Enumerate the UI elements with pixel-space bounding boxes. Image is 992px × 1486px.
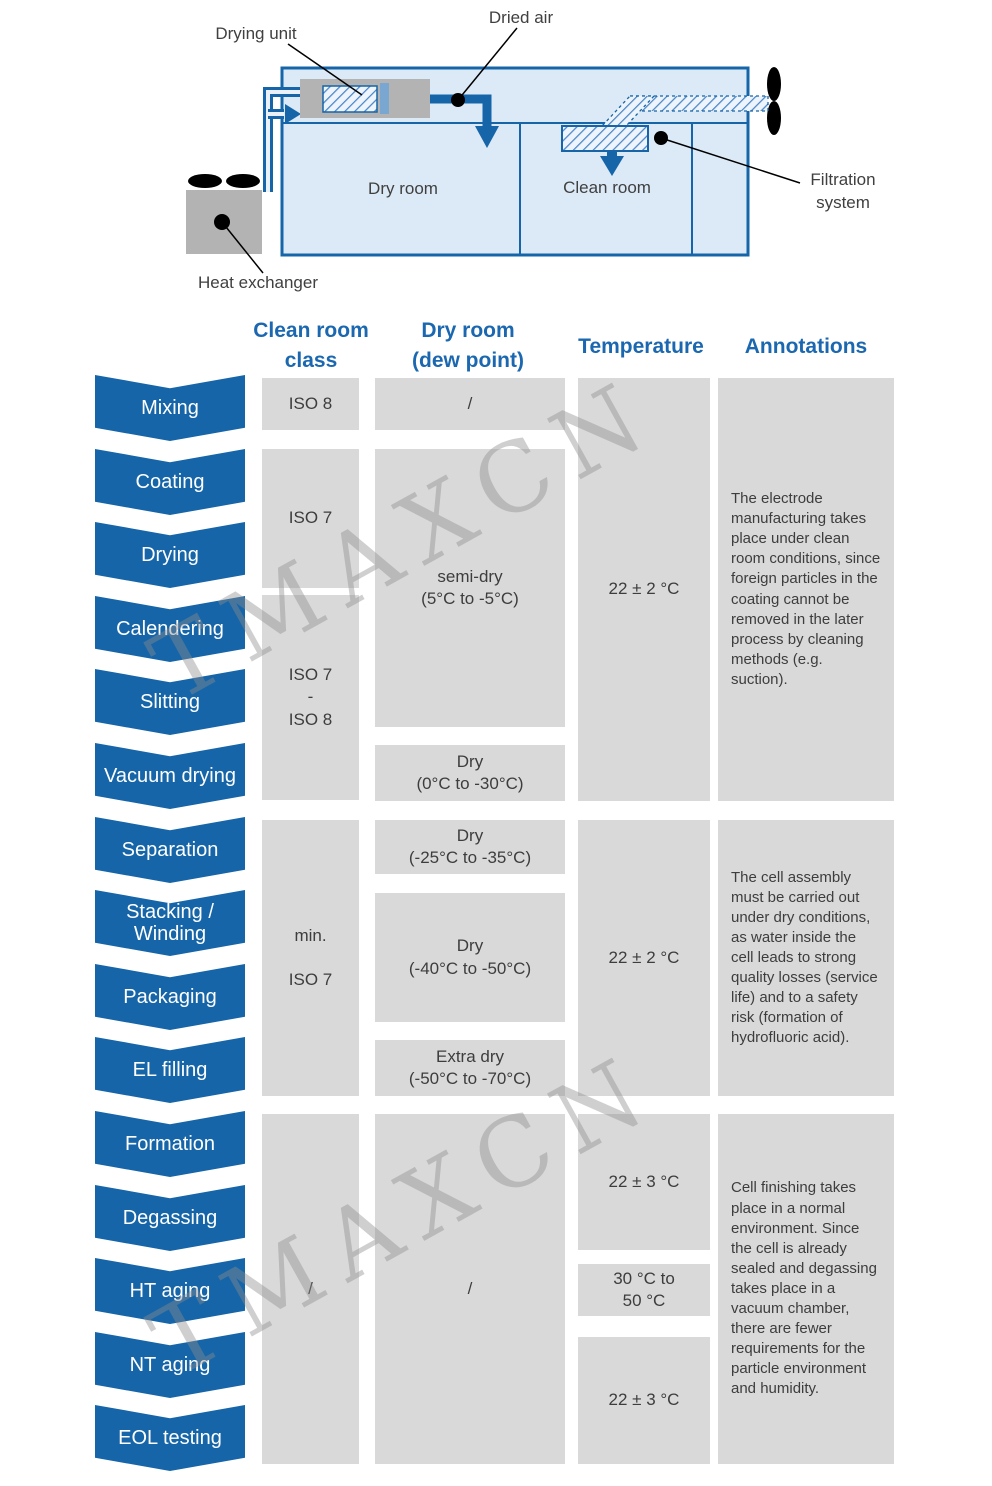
step-label: Formation [124,1133,216,1155]
drying-unit-pointer [287,43,363,96]
step-label: EOL testing [118,1427,222,1449]
dried-air-pointer [457,27,518,101]
cell-temp-formation-degassing: 22 ± 3 °C [578,1114,710,1250]
return-duct [629,95,769,112]
step-nt-aging: NT aging [95,1332,245,1398]
header-clean-room-class: Clean room class [253,319,369,373]
drying-unit-label: Drying unit [215,24,297,43]
cell-dew-separation: Dry (-25°C to -35°C) [375,820,565,874]
cell-dew-el-filling: Extra dry (-50°C to -70°C) [375,1040,565,1096]
hx-fan-right [226,174,260,188]
step-slitting: Slitting [95,669,245,735]
step-label: Degassing [122,1207,218,1229]
cell-dew-mixing: / [375,378,565,430]
annotation-electrode: The electrode manufacturing takes place … [718,378,894,801]
step-stacking-winding: Stacking / Winding [95,890,245,956]
step-label: Mixing [141,397,199,419]
cell-temp-assembly: 22 ± 2 °C [578,820,710,1096]
step-label: NT aging [129,1354,211,1376]
drying-unit-filter [322,85,378,113]
annotation-assembly: The cell assembly must be carried out un… [718,820,894,1096]
step-mixing: Mixing [95,375,245,441]
cell-temp-nt-eol: 22 ± 3 °C [578,1337,710,1464]
dried-air-duct [430,94,492,127]
dry-room-label: Dry room [368,179,438,198]
dried-air-label: Dried air [489,8,554,27]
filtration-air-arrow-icon [600,156,624,176]
step-degassing: Degassing [95,1185,245,1251]
step-calendering: Calendering [95,596,245,662]
filtration-label-line2: system [816,193,870,212]
step-label: HT aging [129,1280,211,1302]
filtration-label-line1: Filtration [810,170,875,189]
step-label: Separation [121,839,219,861]
heat-exchanger-label: Heat exchanger [198,273,318,292]
annotation-finishing: Cell finishing takes place in a normal e… [718,1114,894,1464]
step-drying: Drying [95,522,245,588]
filtration-dot [654,131,668,145]
dried-air-dot [451,93,465,107]
filtration-box [561,125,649,152]
step-formation: Formation [95,1111,245,1177]
cell-clean-room-assembly: min. ISO 7 [262,820,359,1096]
hx-fan-left [188,174,222,188]
step-ht-aging: HT aging [95,1258,245,1324]
cell-dew-vacuum-drying: Dry (0°C to -30°C) [375,745,565,801]
cell-temp-ht-aging: 30 °C to 50 °C [578,1264,710,1316]
drying-unit-handle [380,83,389,114]
heat-exchanger-pointer [221,221,264,274]
filtration-pointer [660,137,801,184]
step-label: Calendering [116,618,224,640]
return-duct-bend [600,95,656,127]
step-label: Drying [141,544,199,566]
supply-pipe-inner [266,90,302,192]
step-label: Slitting [139,691,201,713]
step-el-filling: EL filling [95,1037,245,1103]
step-coating: Coating [95,449,245,515]
cell-dew-semi-dry: semi-dry (5°C to -5°C) [375,449,565,727]
cell-clean-room-calendering-vacuum: ISO 7 - ISO 8 [262,595,359,800]
header-dry-room: Dry room (dew point) [412,319,524,373]
cell-dew-finishing: / [375,1114,565,1464]
fan-blade-bottom [767,101,781,135]
header-annotations: Annotations [744,335,868,358]
clean-room-label: Clean room [563,178,651,197]
step-label: EL filling [132,1059,208,1081]
cell-temp-electrode: 22 ± 2 °C [578,378,710,801]
cell-clean-room-finishing: / [262,1114,359,1464]
step-label: Vacuum drying [104,765,236,787]
step-eol-testing: EOL testing [95,1405,245,1471]
process-diagram: Drying unit Dried air Dry room Clean roo… [186,8,876,292]
fan-blade-top [767,67,781,101]
cell-dew-stacking-packaging: Dry (-40°C to -50°C) [375,893,565,1022]
supply-arrow-icon [285,104,301,124]
cell-clean-room-mixing: ISO 8 [262,378,359,430]
step-label: Coating [135,471,205,493]
step-label: Packaging [123,986,217,1008]
header-temperature: Temperature [578,335,704,358]
dried-air-arrow-icon [475,126,499,148]
step-vacuum-drying: Vacuum drying [95,743,245,809]
cell-clean-room-coating-drying: ISO 7 [262,449,359,588]
step-separation: Separation [95,817,245,883]
step-packaging: Packaging [95,964,245,1030]
step-label: Stacking / Winding [126,901,214,945]
